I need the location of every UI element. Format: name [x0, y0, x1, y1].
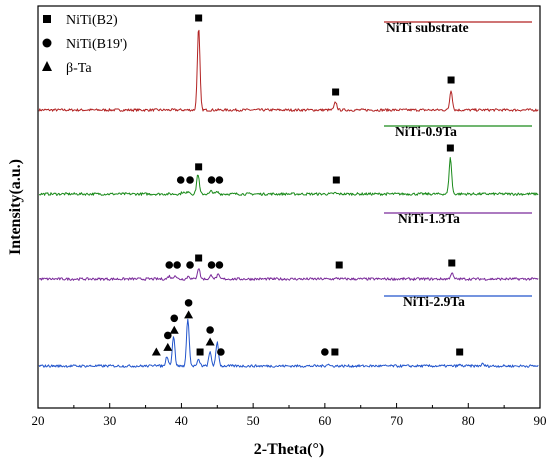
series-labels: NiTi substrate NiTi-0.9Ta NiTi-1.3Ta NiTi-2…	[384, 20, 532, 309]
marker-circle	[321, 348, 329, 356]
marker-circle	[176, 176, 185, 184]
x-tick-label: 30	[103, 413, 116, 428]
marker-triangle	[205, 337, 215, 346]
marker-triangle	[169, 325, 179, 334]
x-tick-label: 20	[32, 413, 45, 428]
x-axis-title: 2-Theta(°)	[254, 441, 324, 458]
marker-circle	[186, 176, 194, 184]
marker-circle	[184, 299, 193, 307]
marker-circle	[164, 331, 172, 340]
marker-triangle	[151, 347, 161, 356]
marker-square	[335, 261, 343, 269]
marker-square	[446, 144, 454, 152]
x-tick-label: 70	[390, 413, 403, 428]
legend-triangle-icon	[42, 61, 52, 71]
marker-square	[331, 348, 339, 356]
marker-triangle	[184, 310, 194, 319]
marker-circle	[170, 314, 179, 323]
marker-square	[195, 14, 203, 22]
legend-square-icon	[43, 15, 51, 23]
marker-square	[448, 259, 456, 267]
marker-circle	[215, 261, 224, 269]
legend-circle-icon	[42, 38, 52, 48]
series-traces	[38, 29, 539, 368]
plot-frame	[37, 5, 541, 409]
phase-markers	[151, 14, 464, 356]
legend-item-label: β-Ta	[66, 61, 92, 76]
trace-3	[38, 318, 539, 368]
marker-square	[195, 163, 203, 171]
marker-square	[332, 176, 340, 184]
marker-circle	[173, 261, 181, 269]
series-label: NiTi-1.3Ta	[398, 211, 460, 226]
trace-0	[38, 29, 539, 112]
marker-circle	[186, 261, 194, 269]
marker-square	[196, 348, 204, 356]
marker-triangle	[163, 342, 173, 351]
x-tick-label: 90	[534, 413, 547, 428]
series-label: NiTi-2.9Ta	[403, 294, 465, 309]
legend-item-label: NiTi(B2)	[66, 13, 118, 28]
axes: 20 30 40 50 60 70 80 90 2-Theta(°) Intensity(a.u.…	[7, 5, 547, 458]
marker-circle	[207, 176, 216, 184]
marker-square	[195, 254, 203, 262]
legend-item-label: NiTi(B19')	[66, 37, 127, 52]
marker-circle	[215, 176, 224, 184]
marker-square	[332, 88, 340, 96]
x-tick-label: 50	[247, 413, 260, 428]
x-tick-label: 80	[462, 413, 475, 428]
x-tick-label: 40	[175, 413, 188, 428]
marker-square	[447, 76, 455, 84]
y-axis-title: Intensity(a.u.)	[7, 159, 24, 255]
marker-circle	[165, 261, 174, 269]
marker-square	[456, 348, 464, 356]
series-label: NiTi substrate	[386, 20, 469, 35]
legend: NiTi(B2) NiTi(B19') β-Ta	[42, 13, 127, 76]
trace-2	[38, 268, 539, 281]
marker-circle	[206, 326, 214, 334]
x-tick-label: 60	[318, 413, 331, 428]
trace-1	[38, 157, 539, 196]
marker-circle	[217, 348, 225, 356]
marker-circle	[207, 261, 216, 269]
series-label: NiTi-0.9Ta	[395, 124, 457, 139]
